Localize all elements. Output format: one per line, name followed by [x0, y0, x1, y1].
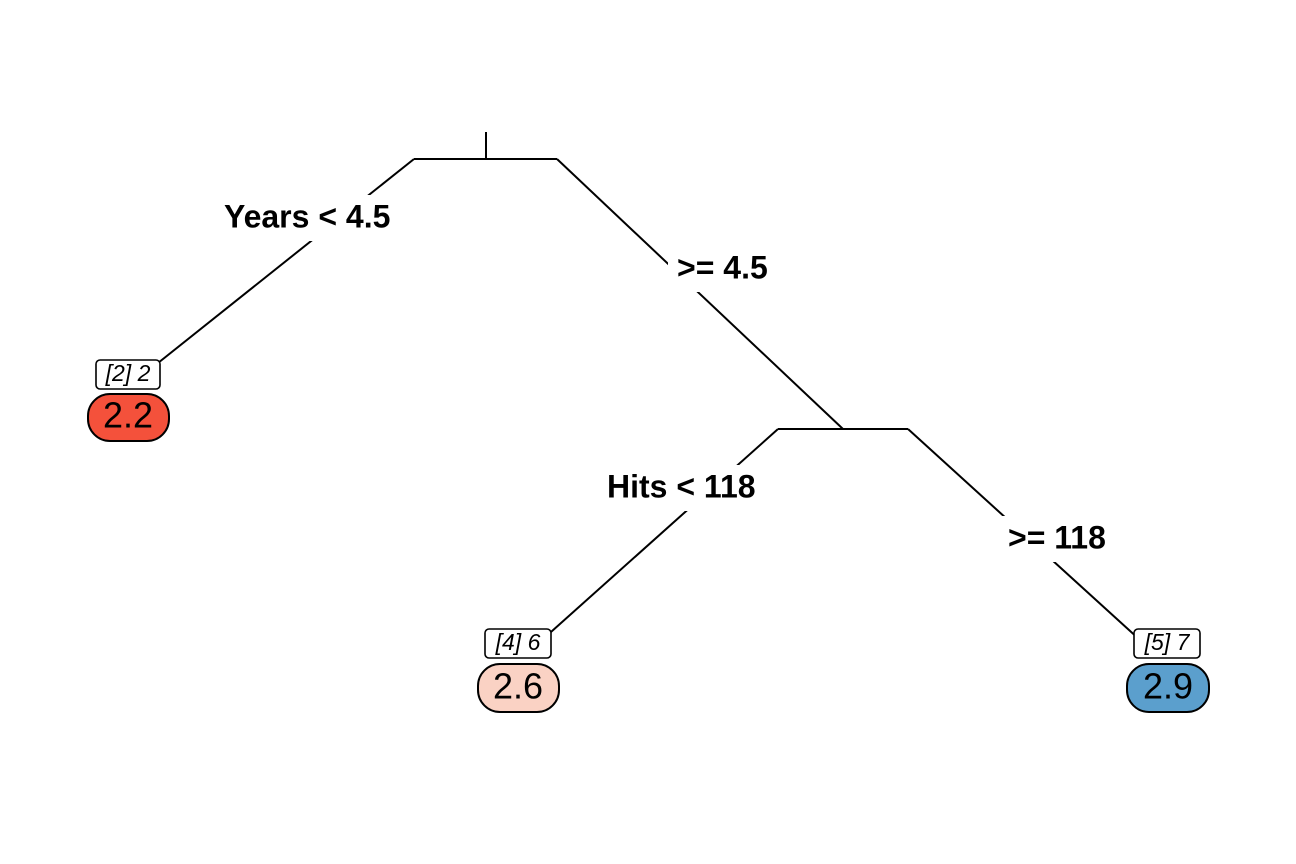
edge-root-to-node-2 — [157, 158, 415, 364]
node-id-label-5: [5] 7 — [1144, 629, 1191, 655]
split-text-years-right: >= 4.5 — [677, 249, 768, 285]
split-text-hits-left: Hits < 118 — [607, 468, 756, 504]
split-label-hits-right: >= 118 — [1000, 516, 1126, 562]
leaf-value-4: 2.6 — [493, 666, 543, 707]
node-id-box-5 — [1133, 628, 1201, 659]
leaf-node-2: [2] 2 2.2 — [87, 359, 170, 442]
node-id-label-2: [2] 2 — [105, 360, 151, 386]
edge-root-to-node-3 — [556, 158, 844, 430]
leaf-value-5: 2.9 — [1143, 666, 1193, 707]
leaf-shape-4 — [477, 663, 560, 713]
edge-node-3-to-node-4 — [541, 428, 779, 641]
node-id-label-4: [4] 6 — [495, 629, 541, 655]
split-label-years-left: Years < 4.5 — [217, 195, 419, 241]
leaf-shape-2 — [87, 393, 170, 442]
split-text-years-left: Years < 4.5 — [224, 198, 390, 234]
leaf-value-2: 2.2 — [103, 395, 153, 436]
leaf-node-4: [4] 6 2.6 — [477, 628, 560, 713]
leaf-node-5: [5] 7 2.9 — [1126, 628, 1210, 713]
split-text-hits-right: >= 118 — [1008, 519, 1106, 555]
split-label-years-right: >= 4.5 — [668, 246, 784, 292]
node-id-box-2 — [95, 359, 161, 390]
node-id-box-4 — [484, 628, 552, 659]
leaf-shape-5 — [1126, 663, 1210, 713]
split-label-hits-left: Hits < 118 — [600, 465, 780, 511]
